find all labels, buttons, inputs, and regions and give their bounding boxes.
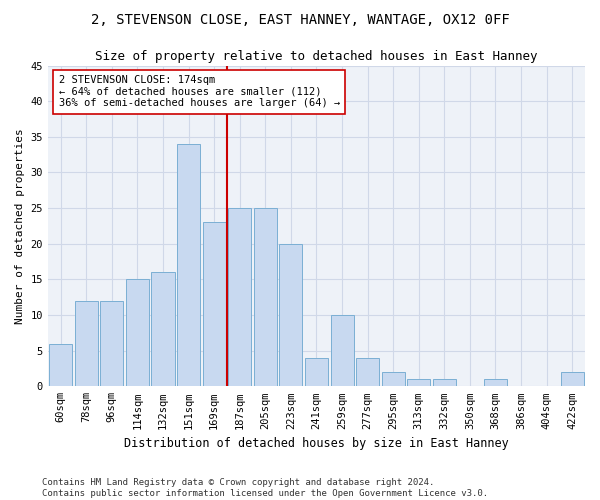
X-axis label: Distribution of detached houses by size in East Hanney: Distribution of detached houses by size … [124, 437, 509, 450]
Text: 2 STEVENSON CLOSE: 174sqm
← 64% of detached houses are smaller (112)
36% of semi: 2 STEVENSON CLOSE: 174sqm ← 64% of detac… [59, 75, 340, 108]
Bar [126, 280, 149, 386]
Y-axis label: Number of detached properties: Number of detached properties [15, 128, 25, 324]
Bar [356, 358, 379, 386]
Text: Contains HM Land Registry data © Crown copyright and database right 2024.
Contai: Contains HM Land Registry data © Crown c… [42, 478, 488, 498]
Bar [151, 272, 175, 386]
Title: Size of property relative to detached houses in East Hanney: Size of property relative to detached ho… [95, 50, 538, 63]
Bar [254, 208, 277, 386]
Bar [49, 344, 72, 386]
Bar [305, 358, 328, 386]
Bar [177, 144, 200, 386]
Text: 2, STEVENSON CLOSE, EAST HANNEY, WANTAGE, OX12 0FF: 2, STEVENSON CLOSE, EAST HANNEY, WANTAGE… [91, 12, 509, 26]
Bar [484, 379, 507, 386]
Bar [75, 301, 98, 386]
Bar [561, 372, 584, 386]
Bar [407, 379, 430, 386]
Bar [331, 315, 353, 386]
Bar [228, 208, 251, 386]
Bar [203, 222, 226, 386]
Bar [100, 301, 124, 386]
Bar [433, 379, 456, 386]
Bar [382, 372, 404, 386]
Bar [280, 244, 302, 386]
